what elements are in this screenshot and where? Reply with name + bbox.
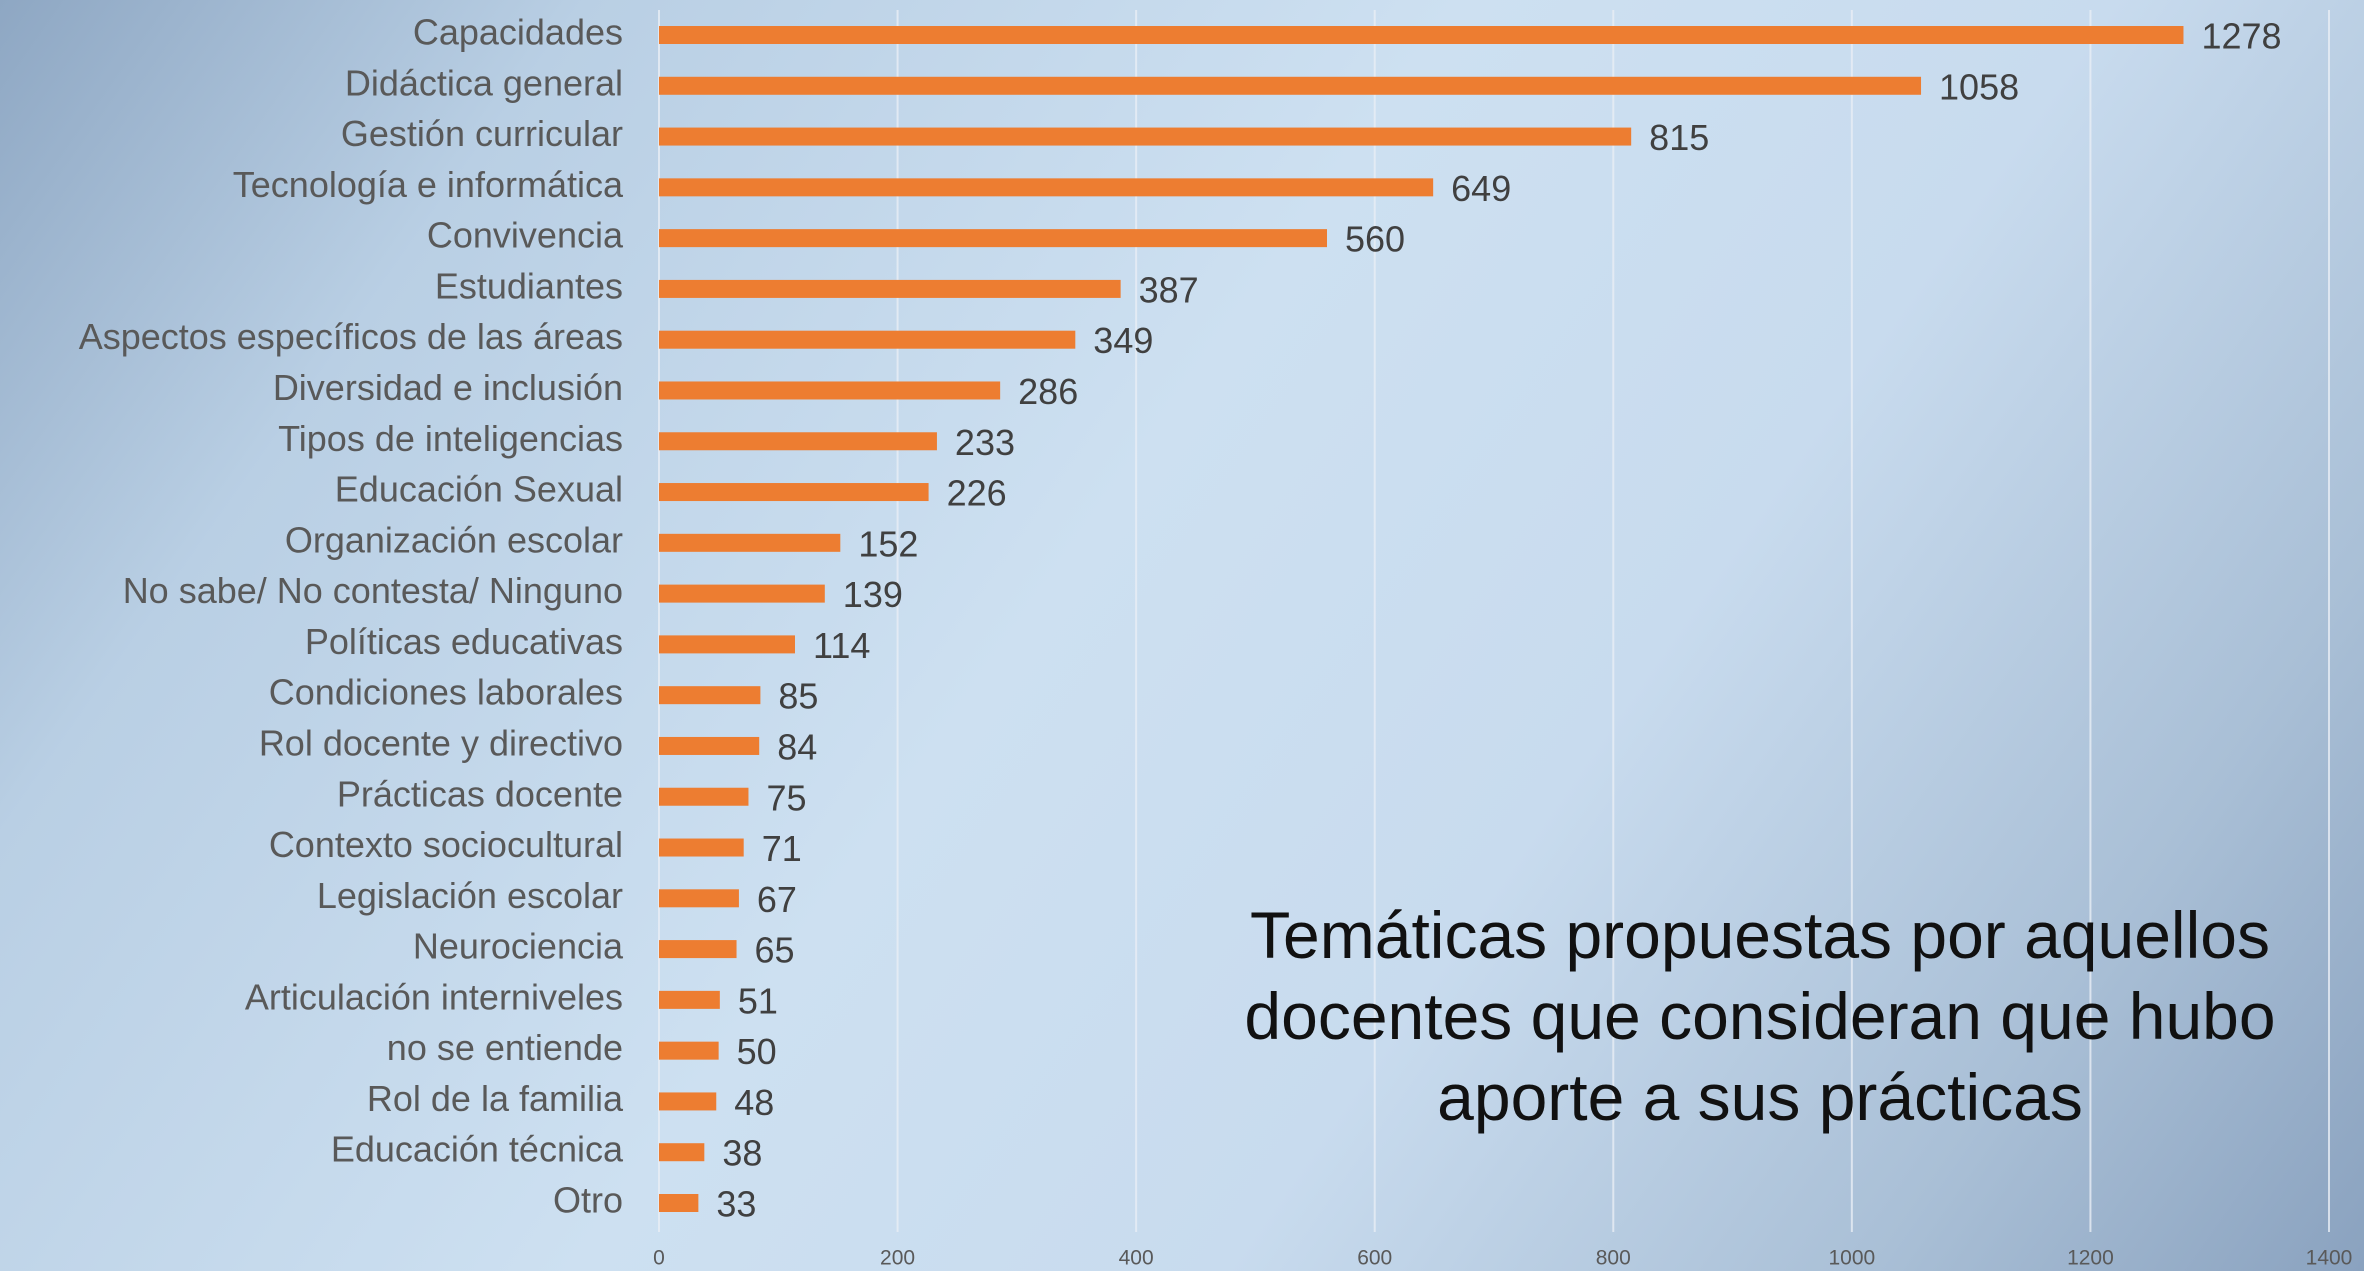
y-tick-label: Prácticas docente bbox=[337, 773, 623, 814]
data-label: 560 bbox=[1345, 219, 1405, 260]
bar bbox=[659, 635, 795, 654]
x-tick-label: 600 bbox=[1357, 1247, 1392, 1270]
bar bbox=[659, 1092, 717, 1111]
data-label: 71 bbox=[762, 828, 802, 869]
data-label: 349 bbox=[1093, 320, 1153, 361]
bar bbox=[659, 127, 1632, 146]
x-tick-label: 1000 bbox=[1828, 1247, 1875, 1270]
y-tick-label: Rol docente y directivo bbox=[259, 722, 623, 763]
y-tick-label: Convivencia bbox=[427, 215, 624, 256]
bar bbox=[659, 432, 937, 451]
data-label: 48 bbox=[734, 1082, 774, 1123]
y-tick-label: Estudiantes bbox=[435, 265, 623, 306]
y-tick-label: Otro bbox=[553, 1180, 623, 1221]
bar bbox=[659, 787, 749, 806]
data-label: 286 bbox=[1018, 371, 1078, 412]
y-tick-label: Políticas educativas bbox=[305, 621, 623, 662]
data-label: 33 bbox=[716, 1184, 756, 1225]
y-tick-label: Rol de la familia bbox=[367, 1078, 624, 1119]
bar bbox=[659, 178, 1434, 197]
data-label: 139 bbox=[843, 574, 903, 615]
bar bbox=[659, 483, 929, 502]
x-tick-label: 200 bbox=[880, 1247, 915, 1270]
data-label: 226 bbox=[947, 473, 1007, 514]
x-tick-label: 1400 bbox=[2306, 1247, 2353, 1270]
x-tick-label: 400 bbox=[1119, 1247, 1154, 1270]
y-tick-label: no se entiende bbox=[387, 1027, 623, 1068]
y-tick-label: Aspectos específicos de las áreas bbox=[79, 316, 623, 357]
y-tick-label: Tecnología e informática bbox=[233, 164, 624, 205]
y-tick-label: Organización escolar bbox=[285, 519, 623, 560]
bar bbox=[659, 889, 739, 908]
data-label: 84 bbox=[777, 726, 817, 767]
bar bbox=[659, 1143, 705, 1162]
bar bbox=[659, 381, 1001, 400]
bar bbox=[659, 838, 744, 857]
data-label: 75 bbox=[766, 777, 806, 818]
y-tick-label: Diversidad e inclusión bbox=[273, 367, 623, 408]
y-tick-label: Capacidades bbox=[413, 12, 623, 53]
data-label: 649 bbox=[1451, 168, 1511, 209]
data-label: 387 bbox=[1139, 269, 1199, 310]
bar bbox=[659, 990, 720, 1009]
data-label: 233 bbox=[955, 422, 1015, 463]
y-tick-label: Neurociencia bbox=[413, 926, 624, 967]
bar bbox=[659, 686, 761, 705]
x-tick-label: 0 bbox=[653, 1247, 665, 1270]
bar bbox=[659, 584, 825, 603]
y-tick-label: Educación Sexual bbox=[335, 469, 623, 510]
data-label: 51 bbox=[738, 980, 778, 1021]
data-label: 1278 bbox=[2201, 16, 2281, 57]
bar bbox=[659, 330, 1076, 349]
data-label: 67 bbox=[757, 879, 797, 920]
bar bbox=[659, 229, 1327, 248]
y-tick-label: No sabe/ No contesta/ Ninguno bbox=[123, 570, 623, 611]
data-label: 65 bbox=[755, 930, 795, 971]
y-tick-label: Tipos de inteligencias bbox=[278, 418, 623, 459]
y-tick-label: Condiciones laborales bbox=[269, 672, 623, 713]
data-label: 1058 bbox=[1939, 66, 2019, 107]
bar bbox=[659, 279, 1121, 298]
data-label: 114 bbox=[813, 625, 870, 666]
bar bbox=[659, 736, 760, 755]
bar bbox=[659, 1041, 719, 1060]
data-label: 50 bbox=[737, 1031, 777, 1072]
y-tick-label: Educación técnica bbox=[331, 1129, 624, 1170]
y-tick-label: Articulación interniveles bbox=[245, 976, 623, 1017]
bar bbox=[659, 26, 2184, 44]
data-label: 152 bbox=[858, 523, 918, 564]
bar bbox=[659, 940, 737, 959]
bar bbox=[659, 533, 841, 552]
y-tick-label: Didáctica general bbox=[345, 62, 623, 103]
data-label: 85 bbox=[778, 676, 818, 717]
y-tick-label: Legislación escolar bbox=[317, 875, 623, 916]
bar bbox=[659, 1194, 699, 1212]
x-tick-label: 800 bbox=[1596, 1247, 1631, 1270]
x-tick-label: 1200 bbox=[2067, 1247, 2114, 1270]
bar bbox=[659, 76, 1922, 95]
y-tick-label: Contexto sociocultural bbox=[269, 824, 623, 865]
y-tick-label: Gestión curricular bbox=[341, 113, 623, 154]
data-label: 815 bbox=[1649, 117, 1709, 158]
chart-title: Temáticas propuestas por aquellos docent… bbox=[1244, 898, 2276, 1134]
data-label: 38 bbox=[722, 1133, 762, 1174]
